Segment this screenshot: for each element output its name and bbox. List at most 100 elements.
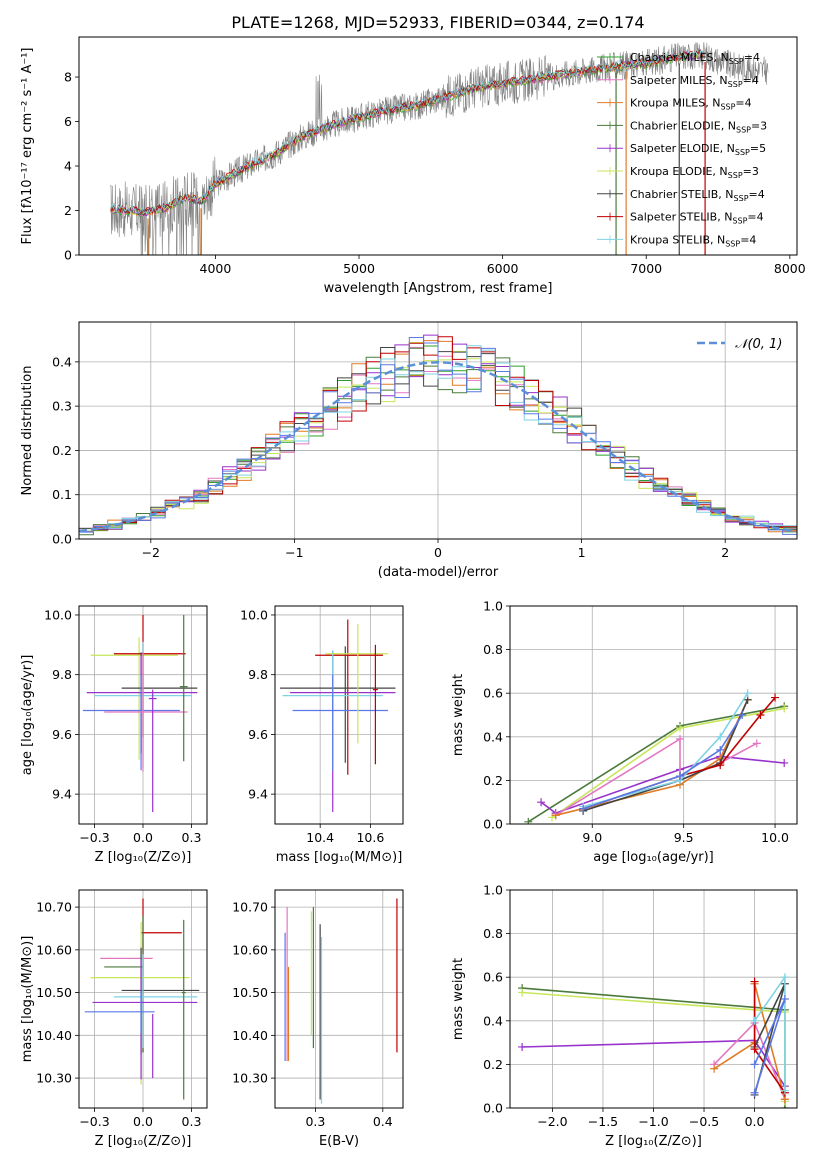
- mass-vs-ebv-panel: 0.3 0.4 10.30 10.40 10.50 10.60 10.70 E(B-V): [232, 889, 404, 1149]
- legend-label: Kroupa ELODIE, NSSP=3: [630, 165, 759, 180]
- age-vs-z-panel: −0.3 0.0 0.3 9.4 9.6 9.8 10.0 Z [log₁₀(Z/Z⊙)] ag…: [20, 605, 208, 865]
- model-spectrum-kroupa_stelib: [110, 49, 705, 215]
- y-axis-label: mass weight: [451, 674, 466, 756]
- x-axis-label: age [log₁₀(age/yr)]: [593, 850, 714, 865]
- y-tick-label: 6: [64, 114, 72, 129]
- axes-frame: [78, 889, 208, 1109]
- y-tick-label: 4: [64, 159, 72, 174]
- model-spectrum-salpeter_miles: [110, 53, 704, 218]
- data-point: [676, 734, 685, 743]
- x-tick-label: 0.0: [133, 830, 153, 845]
- data-spectrum-line: [110, 42, 769, 255]
- legend-subscript: SSP: [720, 103, 735, 112]
- data-point: [738, 711, 747, 719]
- axes-frame: [78, 605, 208, 825]
- plot-area: [284, 898, 398, 1104]
- normal-curve: [79, 361, 795, 533]
- legend-tail: =3: [751, 119, 767, 132]
- y-tick-label: 10.60: [232, 942, 268, 957]
- y-tick-label: 10.70: [36, 900, 72, 915]
- series-line: [582, 714, 743, 810]
- y-tick-label: 10.40: [36, 1028, 72, 1043]
- y-tick-label: 1.0: [483, 599, 503, 614]
- data-point: [524, 817, 533, 824]
- spectrum-panel: 4000 5000 6000 7000 8000 0 2 4 6 8 wavelength [Ang…: [20, 36, 806, 296]
- plot-area: [79, 334, 797, 536]
- x-tick-label: 0.0: [133, 1114, 153, 1129]
- axes-frame: [509, 605, 798, 825]
- model-spectrum-kroupa_elodie: [110, 50, 704, 215]
- y-tick-label: 0.8: [483, 642, 503, 657]
- y-axis-label: mass [log₁₀(M/M⊙)]: [20, 936, 35, 1063]
- data-point: [518, 1042, 527, 1051]
- x-axis-label: mass [log₁₀(M/M⊙)]: [276, 850, 403, 865]
- y-tick-label: 10.30: [36, 1071, 72, 1086]
- legend-label: Chabrier ELODIE, NSSP=3: [630, 119, 767, 134]
- y-tick-label: 10.0: [44, 607, 72, 622]
- y-tick-label: 10.30: [232, 1071, 268, 1086]
- data-point: [752, 739, 761, 748]
- x-tick-label: 10.4: [306, 830, 334, 845]
- series-line: [582, 699, 749, 812]
- x-tick-label: 0: [434, 545, 442, 560]
- y-axis-label: mass weight: [451, 958, 466, 1040]
- series-line: [582, 697, 776, 810]
- x-axis-label: Z [log₁₀(Z/Z⊙)]: [95, 850, 192, 865]
- x-tick-label: −1.5: [588, 1114, 618, 1129]
- data-point: [710, 1064, 719, 1073]
- y-tick-label: 9.4: [248, 787, 268, 802]
- x-axis-label: (data-model)/error: [378, 565, 499, 580]
- age-vs-mass-panel: 10.4 10.6 9.4 9.6 9.8 10.0 mass [log₁₀(M/M⊙)]: [240, 605, 404, 865]
- x-tick-label: 0.3: [305, 1114, 325, 1129]
- y-tick-label: 10.70: [232, 900, 268, 915]
- x-axis-label: Z [log₁₀(Z/Z⊙)]: [95, 1134, 192, 1149]
- x-tick-label: 10.6: [356, 830, 384, 845]
- residuals-panel: −2 −1 0 1 2 0.0 0.1 0.2 0.3 0.4 (data-model)/error…: [20, 321, 798, 580]
- legend-label: Kroupa MILES, NSSP=4: [630, 97, 752, 112]
- model-spectrum-salpeter_elodie: [110, 51, 705, 217]
- data-point: [676, 772, 685, 781]
- axes-frame: [509, 889, 798, 1109]
- legend-subscript: SSP: [736, 125, 751, 134]
- axes-frame: [274, 605, 404, 825]
- y-tick-label: 9.6: [248, 727, 268, 742]
- data-point: [518, 988, 527, 997]
- data-point: [716, 732, 725, 741]
- y-tick-label: 0.4: [52, 354, 72, 369]
- plot-area: [518, 973, 789, 1108]
- x-tick-label: −0.3: [79, 830, 109, 845]
- model-spectrum-chabrier_stelib: [110, 50, 704, 216]
- legend-label: 𝒩(0, 1): [735, 337, 782, 352]
- x-tick-label: 9.0: [582, 830, 602, 845]
- data-point: [743, 689, 752, 698]
- data-point: [676, 724, 685, 733]
- data-point: [780, 758, 789, 767]
- data-point: [716, 745, 725, 754]
- y-tick-label: 0.4: [483, 729, 503, 744]
- legend-subscript: SSP: [734, 194, 749, 203]
- data-point: [750, 977, 759, 986]
- legend-tail: =4: [735, 97, 751, 110]
- data-point: [579, 804, 588, 813]
- data-point: [780, 995, 789, 1003]
- legend-tail: =4: [749, 188, 765, 201]
- y-tick-label: 0.2: [52, 443, 72, 458]
- x-tick-label: 1: [578, 545, 586, 560]
- data-point: [771, 693, 780, 702]
- plot-area: [524, 689, 789, 824]
- legend-subscript: SSP: [728, 80, 743, 89]
- y-tick-label: 10.50: [232, 985, 268, 1000]
- x-tick-label: 10.0: [761, 830, 789, 845]
- legend-label: Salpeter STELIB, NSSP=4: [630, 211, 764, 226]
- y-tick-label: 8: [64, 70, 72, 85]
- legend-subscript: SSP: [729, 57, 744, 66]
- y-tick-label: 0.0: [52, 532, 72, 547]
- model-spectrum-chabrier_miles: [110, 53, 704, 219]
- weight-vs-z-panel: −2.0 −1.5 −1.0 −0.5 0.0 0.0 0.2 0.4 0.6 0.8 1.0 Z […: [451, 883, 798, 1149]
- figure-title: PLATE=1268, MJD=52933, FIBERID=0344, z=0…: [231, 13, 644, 32]
- histogram-step-kroupa_stelib: [79, 345, 797, 533]
- y-tick-label: 0.2: [483, 773, 503, 788]
- x-tick-label: 9.5: [674, 830, 694, 845]
- mass-vs-z-panel: −0.3 0.0 0.3 10.30 10.40 10.50 10.60 10.70 Z [lo…: [20, 889, 208, 1149]
